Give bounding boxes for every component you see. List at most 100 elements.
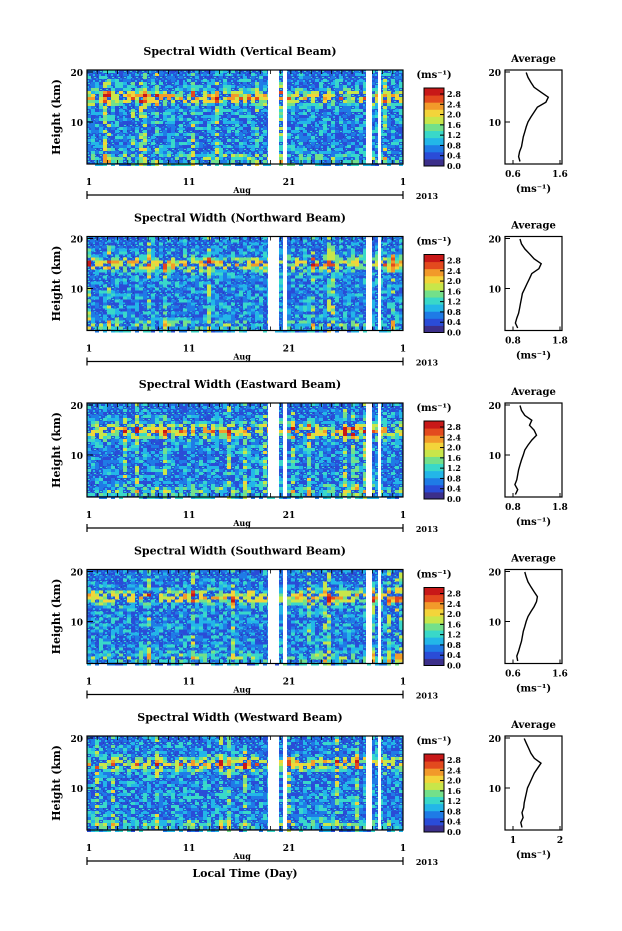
- plot-frame: [86, 402, 404, 498]
- heatmap-cell: [339, 245, 343, 249]
- heatmap-cell: [363, 91, 367, 94]
- heatmap-cell: [291, 70, 295, 73]
- heatmap-cell: [151, 248, 155, 252]
- heatmap-cell: [215, 311, 219, 315]
- heatmap-cell: [223, 275, 227, 279]
- heatmap-cell: [199, 272, 203, 276]
- heatmap-cell: [299, 73, 303, 76]
- heatmap-cell: [335, 457, 339, 460]
- heatmap-cell: [243, 466, 247, 469]
- heatmap-cell: [195, 284, 199, 288]
- heatmap-cell: [123, 299, 127, 303]
- heatmap-cell: [243, 305, 247, 309]
- heatmap-cell: [331, 481, 335, 484]
- heatmap-cell: [315, 82, 319, 85]
- heatmap-cell: [131, 248, 135, 252]
- heatmap-cell: [315, 314, 319, 318]
- heatmap-cell: [223, 287, 227, 291]
- heatmap-cell: [395, 142, 399, 145]
- heatmap-cell: [155, 409, 159, 412]
- heatmap-cell: [103, 269, 107, 273]
- heatmap-cell: [119, 133, 123, 136]
- heatmap-cell: [331, 490, 335, 493]
- heatmap-cell: [387, 251, 391, 255]
- heatmap-cell: [391, 79, 395, 82]
- heatmap-cell: [147, 88, 151, 91]
- heatmap-cell: [339, 260, 343, 264]
- heatmap-cell: [127, 94, 131, 97]
- heatmap-cell: [143, 136, 147, 139]
- heatmap-cell: [319, 82, 323, 85]
- heatmap-cell: [223, 487, 227, 490]
- heatmap-cell: [143, 118, 147, 121]
- heatmap-cell: [183, 311, 187, 315]
- heatmap-cell: [335, 466, 339, 469]
- heatmap-cell: [395, 91, 399, 94]
- heatmap-cell: [183, 106, 187, 109]
- heatmap-cell: [215, 427, 219, 430]
- heatmap-cell: [263, 463, 267, 466]
- heatmap-cell: [343, 269, 347, 273]
- heatmap-cell: [199, 124, 203, 127]
- heatmap-cell: [183, 112, 187, 115]
- heatmap-cell: [295, 106, 299, 109]
- heatmap-cell: [159, 472, 163, 475]
- heatmap-cell: [135, 251, 139, 255]
- heatmap-cell: [355, 326, 359, 330]
- heatmap-cell: [127, 136, 131, 139]
- heatmap-cell: [263, 281, 267, 285]
- heatmap-cell: [323, 317, 327, 321]
- heatmap-cell: [195, 296, 199, 300]
- heatmap-cell: [95, 466, 99, 469]
- heatmap-cell: [235, 239, 239, 243]
- heatmap-cell: [223, 403, 227, 406]
- heatmap-cell: [335, 323, 339, 327]
- heatmap-cell: [319, 433, 323, 436]
- heatmap-cell: [219, 287, 223, 291]
- heatmap-cell: [199, 121, 203, 124]
- heatmap-cell: [107, 448, 111, 451]
- heatmap-cell: [191, 260, 195, 264]
- heatmap-cell: [211, 70, 215, 73]
- heatmap-cell: [103, 490, 107, 493]
- heatmap-cell: [87, 493, 91, 496]
- heatmap-cell: [211, 308, 215, 312]
- heatmap-cell: [227, 305, 231, 309]
- heatmap-cell: [303, 475, 307, 478]
- heatmap-cell: [123, 314, 127, 318]
- heatmap-cell: [307, 457, 311, 460]
- heatmap-cell: [127, 415, 131, 418]
- heatmap-cell: [207, 308, 211, 312]
- heatmap-cell: [159, 457, 163, 460]
- heatmap-cell: [179, 118, 183, 121]
- heatmap-cell: [339, 97, 343, 100]
- heatmap-cell: [107, 91, 111, 94]
- heatmap-cell: [399, 112, 403, 115]
- heatmap-cell: [395, 245, 399, 249]
- heatmap-cell: [247, 94, 251, 97]
- heatmap-cell: [171, 79, 175, 82]
- heatmap-cell: [311, 490, 315, 493]
- heatmap-cell: [215, 251, 219, 255]
- heatmap-cell: [191, 82, 195, 85]
- heatmap-cell: [307, 118, 311, 121]
- heatmap-cell: [355, 493, 359, 496]
- heatmap-cell: [335, 85, 339, 88]
- heatmap-cell: [107, 260, 111, 264]
- heatmap-cell: [331, 472, 335, 475]
- heatmap-cell: [327, 457, 331, 460]
- heatmap-cell: [87, 148, 91, 151]
- x-tick-label: 1: [400, 345, 406, 355]
- heatmap-cell: [91, 439, 95, 442]
- heatmap-cell: [351, 145, 355, 148]
- heatmap-cell: [327, 454, 331, 457]
- heatmap-cell: [395, 436, 399, 439]
- heatmap-cell: [195, 314, 199, 318]
- heatmap-cell: [327, 260, 331, 264]
- heatmap-cell: [107, 148, 111, 151]
- heatmap-cell: [387, 73, 391, 76]
- heatmap-cell: [371, 317, 375, 321]
- heatmap-cell: [191, 73, 195, 76]
- heatmap-cell: [127, 308, 131, 312]
- heatmap-cell: [331, 448, 335, 451]
